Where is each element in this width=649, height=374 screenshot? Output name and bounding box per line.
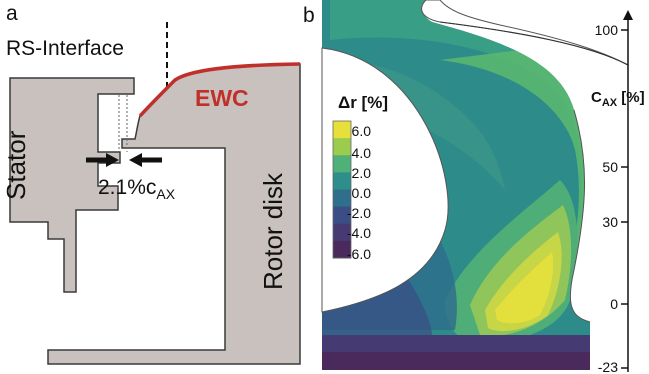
blade-suction-side bbox=[569, 109, 591, 323]
cax-tick-label: 100 bbox=[595, 22, 619, 38]
panel-b-letter: b bbox=[303, 4, 315, 27]
colorbar: Δr [%] 6.0 4.0 2.0 0.0 -2.0 -4.0 -6.0 bbox=[332, 93, 388, 262]
colorbar-band bbox=[333, 223, 351, 242]
cax-tick-label: 50 bbox=[602, 159, 618, 175]
colorbar-tick-label: -2.0 bbox=[347, 205, 371, 221]
colorbar-tick-label: -4.0 bbox=[347, 225, 371, 241]
colorbar-tick-label: 6.0 bbox=[352, 123, 372, 139]
blade-pressure-side bbox=[321, 47, 449, 313]
panel-a-letter: a bbox=[6, 2, 18, 25]
colorbar-band bbox=[333, 172, 351, 191]
cax-axis-arrow bbox=[623, 10, 633, 20]
colorbar-band bbox=[333, 121, 351, 139]
ewc-label: EWC bbox=[195, 85, 249, 111]
stator-shape bbox=[9, 77, 135, 293]
colorbar-band bbox=[333, 189, 351, 208]
cax-tick-label: 0 bbox=[610, 296, 618, 312]
gap-label: 2.1%cAX bbox=[98, 176, 176, 202]
cax-tick-label: -23 bbox=[598, 359, 618, 374]
cax-tick-label: 30 bbox=[602, 214, 618, 230]
colorbar-band bbox=[333, 138, 351, 156]
ewc-contour-line bbox=[138, 62, 301, 118]
panel-b: b Δr [%] 6.0 4.0 2.0 0.0 -2.0 -4.0 -6.0 … bbox=[303, 0, 645, 374]
panel-a: a RS-Interface 2.1%cAX Stator Rotor disk… bbox=[1, 2, 301, 365]
rs-interface-label: RS-Interface bbox=[6, 37, 124, 60]
cax-axis: CAX [%] 100 50 30 0 -23 bbox=[591, 10, 645, 374]
gap-arrow-right bbox=[129, 153, 162, 167]
blade-outline-upper bbox=[439, 21, 629, 66]
colorbar-tick-label: 4.0 bbox=[352, 145, 372, 161]
colorbar-tick-label: 0.0 bbox=[352, 185, 372, 201]
rotor-disk-label: Rotor disk bbox=[258, 172, 288, 290]
colorbar-tick-label: -6.0 bbox=[347, 246, 371, 262]
colorbar-band bbox=[333, 155, 351, 173]
colorbar-tick-label: 2.0 bbox=[352, 165, 372, 181]
colorbar-band bbox=[333, 240, 351, 259]
colorbar-title: Δr [%] bbox=[338, 93, 388, 112]
stator-label: Stator bbox=[1, 130, 31, 200]
cax-axis-title: CAX [%] bbox=[591, 89, 645, 109]
colorbar-band bbox=[333, 206, 351, 225]
gap-arrow-left bbox=[86, 153, 119, 167]
